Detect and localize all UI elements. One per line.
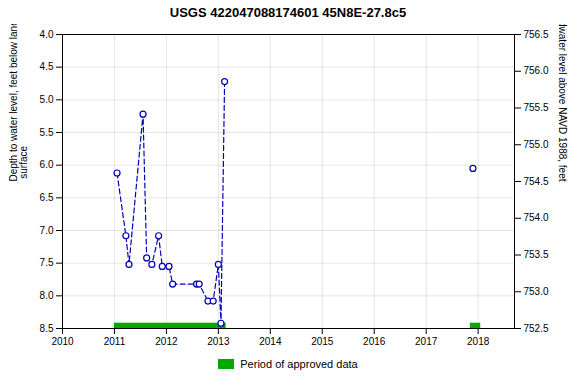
svg-text:4.0: 4.0 (40, 29, 54, 40)
svg-text:754.5: 754.5 (524, 176, 549, 187)
svg-text:7.5: 7.5 (40, 257, 54, 268)
svg-text:6.0: 6.0 (40, 159, 54, 170)
svg-text:753.0: 753.0 (524, 286, 549, 297)
svg-text:754.0: 754.0 (524, 212, 549, 223)
svg-text:753.5: 753.5 (524, 249, 549, 260)
svg-text:756.0: 756.0 (524, 65, 549, 76)
svg-text:2011: 2011 (104, 336, 126, 347)
svg-text:2017: 2017 (415, 336, 438, 347)
svg-text:4.5: 4.5 (40, 61, 54, 72)
html-text:USGS 422047088174601 45N8E-27.: USGS 422047088174601 45N8E-27.8c5 (169, 5, 407, 20)
svg-text:6.5: 6.5 (40, 192, 54, 203)
svg-text:8.5: 8.5 (40, 323, 54, 334)
svg-text:Groundwater level above NAVD 1: Groundwater level above NAVD 1988, feet (557, 24, 568, 182)
svg-text:5.5: 5.5 (40, 127, 54, 138)
svg-text:2013: 2013 (207, 336, 230, 347)
svg-text:752.5: 752.5 (524, 323, 549, 334)
svg-text:755.5: 755.5 (524, 102, 549, 113)
svg-text:2015: 2015 (311, 336, 334, 347)
html-text:Period of approved data: Period of approved data (240, 358, 358, 370)
svg-text:7.0: 7.0 (40, 225, 54, 236)
svg-text:2018: 2018 (467, 336, 490, 347)
svg-text:755.0: 755.0 (524, 139, 549, 150)
svg-text:2010: 2010 (51, 336, 74, 347)
svg-text:2012: 2012 (155, 336, 178, 347)
svg-text:2014: 2014 (259, 336, 282, 347)
svg-text:2016: 2016 (363, 336, 386, 347)
svg-text:5.0: 5.0 (40, 94, 54, 105)
svg-text:Depth to water level, feet bel: Depth to water level, feet below land su… (8, 24, 29, 182)
svg-text:756.5: 756.5 (524, 29, 549, 40)
svg-text:8.0: 8.0 (40, 290, 54, 301)
